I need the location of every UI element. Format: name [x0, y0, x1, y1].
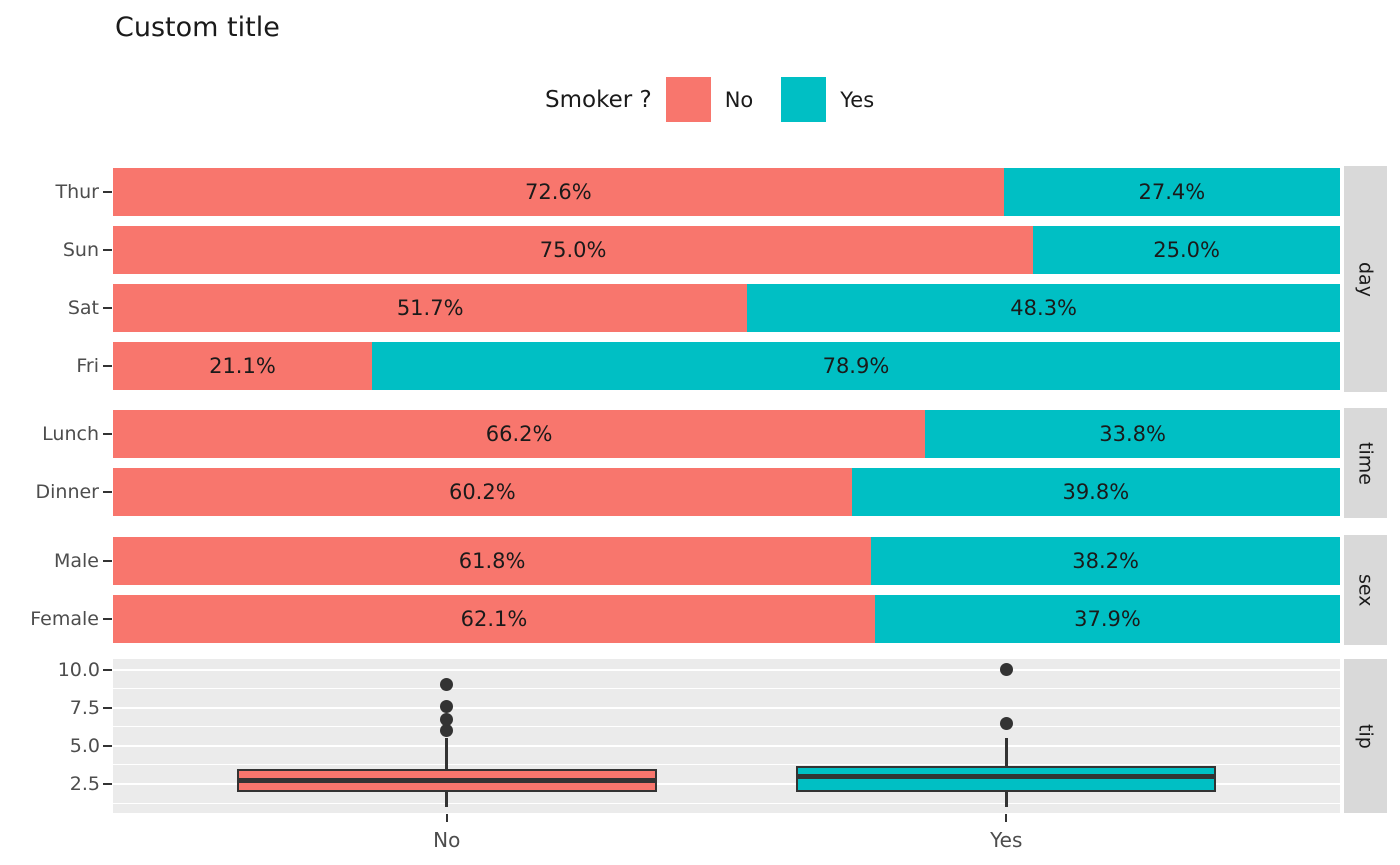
legend-swatch-yes: [781, 77, 827, 122]
y-axis-tick: [103, 365, 112, 367]
gridline-minor: [113, 726, 1340, 728]
bar-segment-yes: 25.0%: [1033, 226, 1340, 274]
axis-label-male: Male: [53, 550, 99, 572]
axis-label-sun: Sun: [62, 239, 99, 261]
bar-segment-no: 66.2%: [113, 410, 926, 458]
facet-strip-label: time: [1354, 441, 1377, 485]
facet-strip-time: time: [1344, 408, 1387, 518]
axis-label-female: Female: [30, 608, 99, 630]
bar-segment-yes: 48.3%: [747, 284, 1340, 332]
bar-segment-no: 60.2%: [113, 468, 852, 516]
y-axis-tick: [103, 433, 112, 435]
boxplot-median: [796, 773, 1217, 779]
legend: Smoker ? No Yes: [545, 77, 888, 122]
bar-segment-yes: 38.2%: [871, 537, 1340, 585]
facet-strip-tip: tip: [1344, 659, 1387, 813]
x-axis-tick: [445, 814, 448, 822]
y-axis-tick: [103, 706, 112, 709]
y-axis-tick: [103, 744, 112, 747]
facet-strip-label: day: [1354, 261, 1377, 297]
legend-label-no: No: [724, 87, 754, 112]
x-axis-label-no: No: [433, 828, 461, 852]
outlier-dot: [440, 724, 454, 738]
gridline-major: [113, 744, 1340, 747]
bar-segment-no: 62.1%: [113, 595, 875, 643]
gridline-minor: [113, 802, 1340, 804]
y-axis-tick: [103, 668, 112, 671]
bar-segment-yes: 27.4%: [1003, 168, 1340, 216]
axis-label-fri: Fri: [76, 355, 99, 377]
facet-strip-label: tip: [1354, 723, 1377, 749]
outlier-dot: [440, 678, 454, 692]
y-axis-tick: [103, 560, 112, 562]
bar-segment-yes: 78.9%: [371, 342, 1340, 390]
x-axis-label-yes: Yes: [990, 828, 1023, 852]
y-axis-tick: [103, 307, 112, 309]
axis-label-sat: Sat: [67, 297, 99, 319]
legend-label-yes: Yes: [840, 87, 875, 112]
legend-swatch-no: [665, 77, 711, 122]
facet-strip-day: day: [1344, 166, 1387, 392]
y-axis-label: 10.0: [57, 658, 100, 681]
axis-label-lunch: Lunch: [42, 423, 99, 445]
y-axis-tick: [103, 618, 112, 620]
y-axis-label: 2.5: [69, 773, 100, 796]
axis-label-dinner: Dinner: [35, 481, 100, 503]
y-axis-tick: [103, 249, 112, 251]
bar-segment-no: 61.8%: [113, 537, 872, 585]
y-axis-tick: [103, 783, 112, 786]
x-axis-tick: [1005, 814, 1008, 822]
bar-segment-no: 75.0%: [113, 226, 1034, 274]
bar-segment-yes: 33.8%: [925, 410, 1340, 458]
bar-segment-yes: 39.8%: [851, 468, 1340, 516]
bar-segment-no: 51.7%: [113, 284, 748, 332]
y-axis-tick: [103, 491, 112, 493]
gridline-major: [113, 706, 1340, 709]
y-axis-label: 7.5: [69, 696, 100, 719]
facet-strip-label: sex: [1354, 573, 1377, 607]
bar-segment-yes: 37.9%: [874, 595, 1340, 643]
outlier-dot: [440, 713, 454, 727]
gridline-minor: [113, 688, 1340, 690]
gridline-minor: [113, 764, 1340, 766]
axis-label-thur: Thur: [55, 181, 99, 203]
y-axis-label: 5.0: [69, 734, 100, 757]
facet-strip-sex: sex: [1344, 535, 1387, 645]
chart-title: Custom title: [115, 12, 280, 43]
boxplot-median: [236, 777, 657, 783]
bar-segment-no: 21.1%: [113, 342, 372, 390]
outlier-dot: [999, 663, 1013, 677]
legend-title: Smoker ?: [545, 86, 652, 113]
outlier-dot: [999, 716, 1013, 730]
bar-segment-no: 72.6%: [113, 168, 1004, 216]
y-axis-tick: [103, 191, 112, 193]
outlier-dot: [440, 700, 454, 714]
gridline-major: [113, 668, 1340, 671]
gridline-major: [113, 783, 1340, 786]
